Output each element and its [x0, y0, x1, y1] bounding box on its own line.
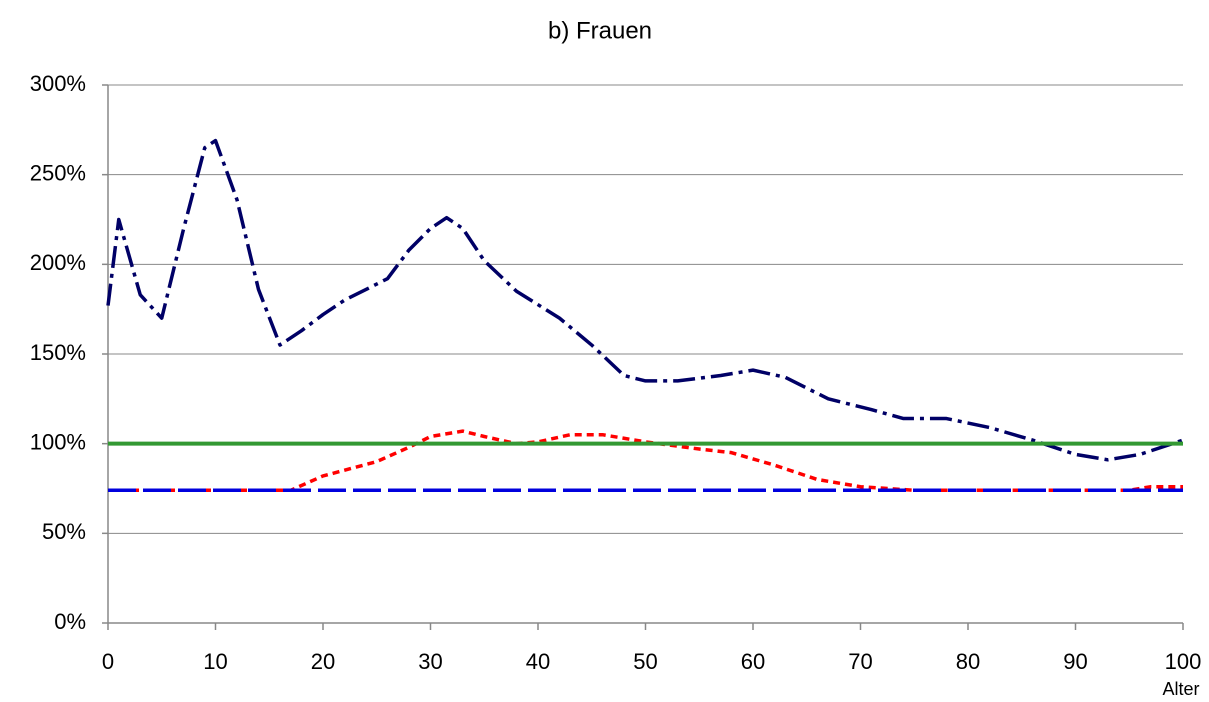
x-tick-label: 70: [848, 649, 872, 674]
x-tick-label: 60: [741, 649, 765, 674]
y-tick-label: 300%: [30, 71, 86, 96]
y-tick-label: 50%: [42, 519, 86, 544]
x-tick-label: 0: [102, 649, 114, 674]
x-tick-label: 40: [526, 649, 550, 674]
chart-title: b) Frauen: [548, 17, 652, 44]
y-tick-label: 100%: [30, 429, 86, 454]
y-tick-label: 200%: [30, 250, 86, 275]
y-tick-label: 250%: [30, 160, 86, 185]
x-tick-label: 30: [418, 649, 442, 674]
x-tick-label: 10: [203, 649, 227, 674]
x-tick-label: 80: [956, 649, 980, 674]
line-series: [108, 429, 1183, 493]
x-tick-label: 90: [1063, 649, 1087, 674]
x-tick-label: 20: [311, 649, 335, 674]
y-tick-label: 150%: [30, 340, 86, 365]
x-tick-label: 50: [633, 649, 657, 674]
x-axis-label: Alter: [1162, 679, 1199, 699]
x-tick-label: 100: [1165, 649, 1202, 674]
line-series: [106, 138, 1184, 462]
y-tick-label: 0%: [54, 609, 86, 634]
